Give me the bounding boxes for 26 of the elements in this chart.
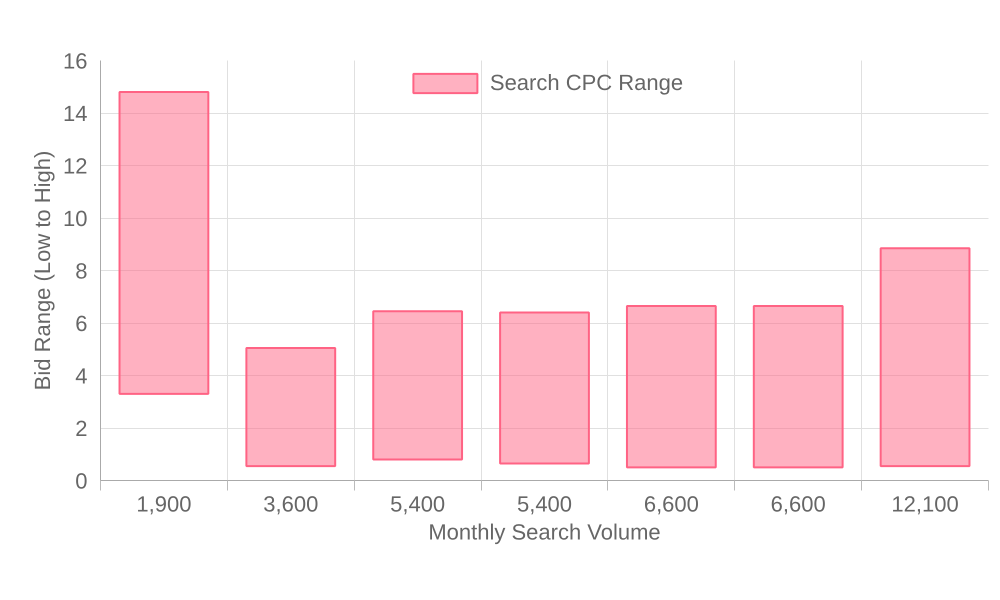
y-tick-label: 12 xyxy=(63,154,88,178)
bar xyxy=(626,304,717,468)
bar xyxy=(372,310,464,460)
x-tick-label: 1,900 xyxy=(136,492,192,516)
y-tick-label: 4 xyxy=(75,364,88,388)
y-tick-label: 2 xyxy=(75,416,88,441)
y-tick-label: 8 xyxy=(75,258,88,284)
y-tick-label: 10 xyxy=(63,206,88,231)
y-tick-label: 16 xyxy=(63,48,88,74)
y-tick-label: 0 xyxy=(75,468,88,494)
bar xyxy=(880,247,970,468)
legend-label: Search CPC Range xyxy=(490,70,684,96)
x-tick-label: 3,600 xyxy=(263,492,318,516)
y-tick-label: 14 xyxy=(63,101,88,126)
x-tick-label: 6,600 xyxy=(770,492,826,516)
y-tick-label: 6 xyxy=(75,311,88,336)
x-axis-title: Monthly Search Volume xyxy=(428,520,661,544)
bar xyxy=(118,91,210,395)
x-tick-label: 6,600 xyxy=(644,492,699,516)
bar xyxy=(752,304,844,468)
bar xyxy=(245,346,336,468)
x-tick-label: 5,400 xyxy=(516,492,572,516)
y-axis-title: Bid Range (Low to High) xyxy=(30,150,56,390)
x-tick-label: 5,400 xyxy=(390,492,446,516)
x-tick-label: 12,100 xyxy=(891,492,959,516)
bar xyxy=(499,312,590,464)
